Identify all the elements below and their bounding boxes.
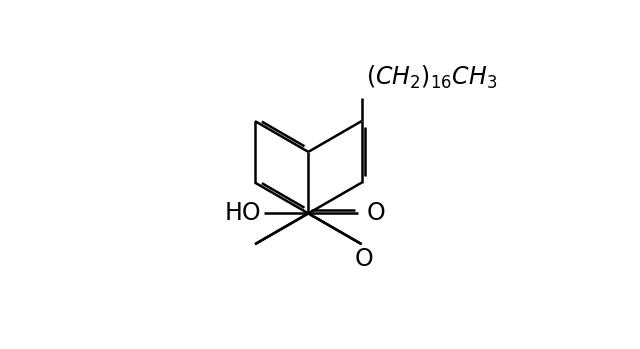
- Text: O: O: [354, 247, 373, 270]
- Text: $(CH_2)_{16}CH_3$: $(CH_2)_{16}CH_3$: [365, 64, 497, 91]
- Text: HO: HO: [225, 201, 262, 225]
- Text: O: O: [366, 201, 385, 225]
